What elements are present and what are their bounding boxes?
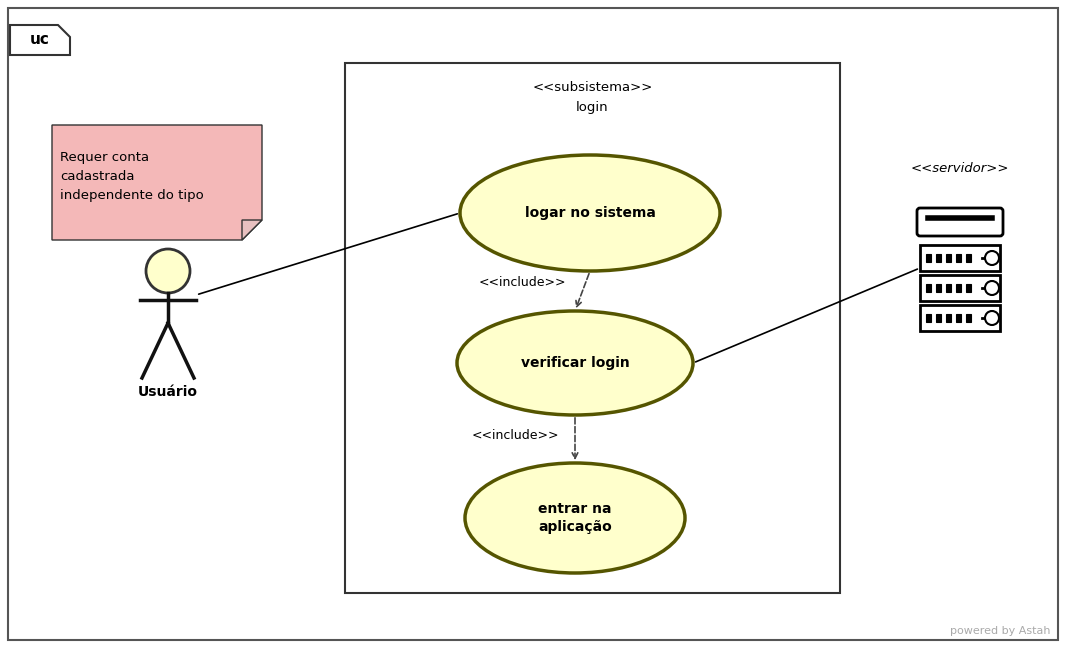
Polygon shape bbox=[52, 125, 262, 240]
FancyBboxPatch shape bbox=[946, 254, 951, 262]
Text: login: login bbox=[577, 101, 609, 114]
Text: powered by Astah: powered by Astah bbox=[951, 626, 1051, 636]
FancyBboxPatch shape bbox=[345, 63, 840, 593]
FancyBboxPatch shape bbox=[966, 284, 971, 292]
Text: logar no sistema: logar no sistema bbox=[524, 206, 656, 220]
Ellipse shape bbox=[465, 463, 685, 573]
FancyBboxPatch shape bbox=[926, 314, 931, 322]
Polygon shape bbox=[242, 220, 262, 240]
Text: Usuário: Usuário bbox=[138, 385, 198, 399]
FancyBboxPatch shape bbox=[917, 208, 1003, 236]
FancyBboxPatch shape bbox=[946, 314, 951, 322]
Text: Requer conta
cadastrada
independente do tipo: Requer conta cadastrada independente do … bbox=[60, 151, 204, 202]
FancyBboxPatch shape bbox=[956, 254, 962, 262]
FancyBboxPatch shape bbox=[926, 284, 931, 292]
Text: entrar na
aplicação: entrar na aplicação bbox=[538, 502, 612, 534]
Circle shape bbox=[146, 249, 190, 293]
Text: verificar login: verificar login bbox=[520, 356, 629, 370]
Circle shape bbox=[985, 281, 999, 295]
FancyBboxPatch shape bbox=[936, 314, 941, 322]
Ellipse shape bbox=[457, 311, 693, 415]
FancyBboxPatch shape bbox=[966, 254, 971, 262]
FancyBboxPatch shape bbox=[956, 284, 962, 292]
Polygon shape bbox=[10, 25, 70, 55]
FancyBboxPatch shape bbox=[956, 314, 962, 322]
Circle shape bbox=[985, 251, 999, 265]
Ellipse shape bbox=[461, 155, 720, 271]
FancyBboxPatch shape bbox=[920, 275, 1000, 301]
FancyBboxPatch shape bbox=[936, 284, 941, 292]
FancyBboxPatch shape bbox=[9, 8, 1057, 640]
Circle shape bbox=[985, 311, 999, 325]
Text: <<servidor>>: <<servidor>> bbox=[910, 161, 1010, 174]
FancyBboxPatch shape bbox=[966, 314, 971, 322]
FancyBboxPatch shape bbox=[926, 254, 931, 262]
FancyBboxPatch shape bbox=[920, 305, 1000, 331]
FancyBboxPatch shape bbox=[920, 245, 1000, 271]
Text: <<subsistema>>: <<subsistema>> bbox=[532, 81, 652, 94]
Text: <<include>>: <<include>> bbox=[471, 429, 559, 442]
Text: <<include>>: <<include>> bbox=[479, 277, 566, 290]
Text: uc: uc bbox=[30, 32, 50, 47]
FancyBboxPatch shape bbox=[936, 254, 941, 262]
FancyBboxPatch shape bbox=[946, 284, 951, 292]
